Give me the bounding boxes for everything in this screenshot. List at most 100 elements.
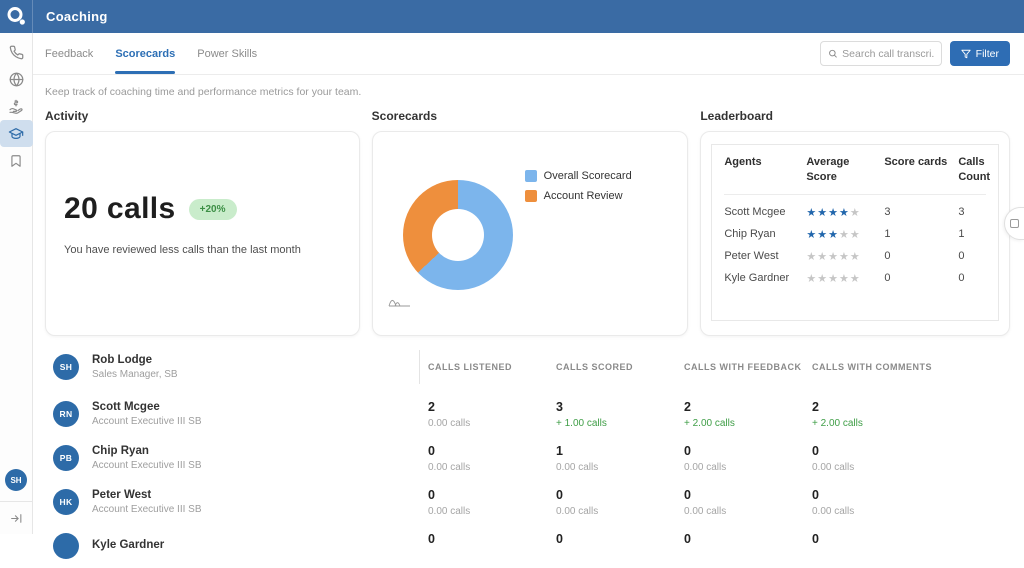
phone-icon <box>9 45 23 60</box>
calls-count: 0 <box>958 250 965 263</box>
metric-cell-calls-with-feedback: 0 0.00 calls <box>684 444 812 473</box>
score-cards-count: 0 <box>884 250 891 263</box>
column-header-calls-listened: CALLS LISTENED <box>419 350 556 384</box>
metric-cell-calls-scored: 3 + 1.00 calls <box>556 400 684 429</box>
legend-swatch-blue <box>524 170 537 182</box>
agent-name: Peter West <box>724 250 779 263</box>
top-bar: Coaching <box>0 0 1024 33</box>
team-row[interactable]: RN Scott Mcgee Account Executive III SB … <box>45 392 1010 436</box>
person-role: Account Executive III SB <box>92 460 202 471</box>
avatar: SH <box>53 354 79 380</box>
metric-delta <box>556 550 684 560</box>
summary-cards-row: Activity 20 calls +20% You have reviewed… <box>45 109 1010 336</box>
filter-button-label: Filter <box>975 47 999 60</box>
team-row[interactable]: PB Chip Ryan Account Executive III SB 0 … <box>45 436 1010 480</box>
bookmark-icon <box>11 154 21 167</box>
legend-swatch-orange <box>524 190 537 202</box>
person-role: Account Executive III SB <box>92 416 202 427</box>
team-row[interactable]: HK Peter West Account Executive III SB 0… <box>45 480 1010 524</box>
donut-hole <box>431 209 484 261</box>
tab-bar: Feedback Scorecards Power Skills Filter <box>33 33 1024 75</box>
legend-item-overall-scorecard[interactable]: Overall Scorecard <box>524 170 632 182</box>
graduation-cap-icon <box>8 127 24 139</box>
person-cell: RN Scott Mcgee Account Executive III SB <box>45 401 428 427</box>
person-name: Chip Ryan <box>92 445 149 457</box>
metric-value: 0 <box>556 487 563 502</box>
metric-value: 2 <box>812 399 819 414</box>
column-header-calls-scored: CALLS SCORED <box>556 362 634 372</box>
metric-delta <box>684 550 812 560</box>
tab-feedback[interactable]: Feedback <box>45 47 94 60</box>
person-role: Account Executive III SB <box>92 504 202 515</box>
activity-description: You have reviewed less calls than the la… <box>64 244 301 256</box>
leaderboard-row: Peter West ★★★★★ 0 0 <box>724 250 986 263</box>
page-title: Coaching <box>46 9 108 24</box>
tab-power-skills[interactable]: Power Skills <box>197 47 258 60</box>
calls-count: 3 <box>958 206 965 219</box>
tab-actions: Filter <box>819 41 1010 66</box>
user-avatar[interactable]: SH <box>5 469 27 491</box>
activity-calls-value: 20 calls <box>64 192 176 225</box>
leaderboard-card: Agents Average Score Score cards Calls C… <box>700 131 1010 336</box>
legend-item-account-review[interactable]: Account Review <box>524 190 632 202</box>
sidebar-item-bookmarks[interactable] <box>0 147 33 174</box>
chart-watermark-icon <box>388 299 410 307</box>
team-metrics-table: SH Rob Lodge Sales Manager, SB CALLS LIS… <box>45 342 1010 568</box>
search-input[interactable] <box>842 47 934 60</box>
sidebar-item-globe[interactable] <box>0 66 33 93</box>
person-cell: HK Peter West Account Executive III SB <box>45 489 428 515</box>
scorecards-donut-chart[interactable] <box>402 180 513 290</box>
leaderboard-header-score-cards: Score cards <box>884 156 948 168</box>
metric-cell-calls-listened: 0 0.00 calls <box>428 488 556 517</box>
activity-section: Activity 20 calls +20% You have reviewed… <box>45 109 360 336</box>
metric-delta: 0.00 calls <box>812 461 855 473</box>
metric-delta: 0.00 calls <box>428 461 471 473</box>
sidebar-item-coaching[interactable] <box>0 120 33 147</box>
leaderboard-row: Chip Ryan ★★★★★ 1 1 <box>724 228 986 241</box>
metric-delta: + 1.00 calls <box>556 417 607 429</box>
metric-delta <box>428 550 556 560</box>
leaderboard-header-row: Agents Average Score Score cards Calls C… <box>724 155 990 195</box>
agent-name: Chip Ryan <box>724 228 776 241</box>
search-box <box>819 41 942 66</box>
tabs: Feedback Scorecards Power Skills <box>45 33 257 74</box>
metric-value: 0 <box>556 532 563 546</box>
metric-cell-calls-with-comments: 2 + 2.00 calls <box>812 400 941 429</box>
metric-value: 0 <box>812 532 819 546</box>
agent-name: Scott Mcgee <box>724 206 786 219</box>
scorecards-title: Scorecards <box>371 109 438 123</box>
metric-cell-calls-listened: 0 <box>428 532 556 560</box>
funnel-icon <box>961 49 971 58</box>
person-cell: Kyle Gardner <box>45 533 428 559</box>
leaderboard-header-agents: Agents <box>724 156 762 168</box>
metric-value: 2 <box>428 399 435 414</box>
leaderboard-header-calls-count: Calls Count <box>958 156 991 184</box>
metric-delta: 0.00 calls <box>556 505 599 517</box>
sidebar-item-calls[interactable] <box>0 39 33 66</box>
metric-cell-calls-scored: 0 0.00 calls <box>556 488 684 517</box>
manager-cell[interactable]: SH Rob Lodge Sales Manager, SB <box>45 354 428 380</box>
metric-value: 0 <box>684 443 691 458</box>
metric-value: 3 <box>556 399 563 414</box>
filter-button[interactable]: Filter <box>949 41 1010 66</box>
person-name: Scott Mcgee <box>92 401 160 413</box>
manager-name: Rob Lodge <box>92 354 153 366</box>
team-header-row: SH Rob Lodge Sales Manager, SB CALLS LIS… <box>45 342 1010 392</box>
avatar: RN <box>53 401 79 427</box>
star-rating: ★★★★★ <box>806 250 861 263</box>
sidebar-item-commission[interactable] <box>0 93 33 120</box>
team-row[interactable]: Kyle Gardner 0 0 0 0 <box>45 524 1010 568</box>
sidebar-collapse-button[interactable] <box>0 502 32 534</box>
metric-delta: + 2.00 calls <box>684 417 735 429</box>
app-logo[interactable] <box>0 0 33 33</box>
tab-scorecards[interactable]: Scorecards <box>115 33 175 74</box>
scorecards-section: Scorecards Overall Scorecard Account Rev… <box>371 109 689 336</box>
metric-cell-calls-with-feedback: 0 0.00 calls <box>684 488 812 517</box>
metric-delta <box>812 550 941 560</box>
metric-delta: + 2.00 calls <box>812 417 863 429</box>
leaderboard-row: Scott Mcgee ★★★★★ 3 3 <box>724 206 986 219</box>
metric-delta: 0.00 calls <box>684 461 727 473</box>
leaderboard-table: Agents Average Score Score cards Calls C… <box>711 144 999 321</box>
person-name: Peter West <box>92 489 152 501</box>
metric-cell-calls-listened: 0 0.00 calls <box>428 444 556 473</box>
